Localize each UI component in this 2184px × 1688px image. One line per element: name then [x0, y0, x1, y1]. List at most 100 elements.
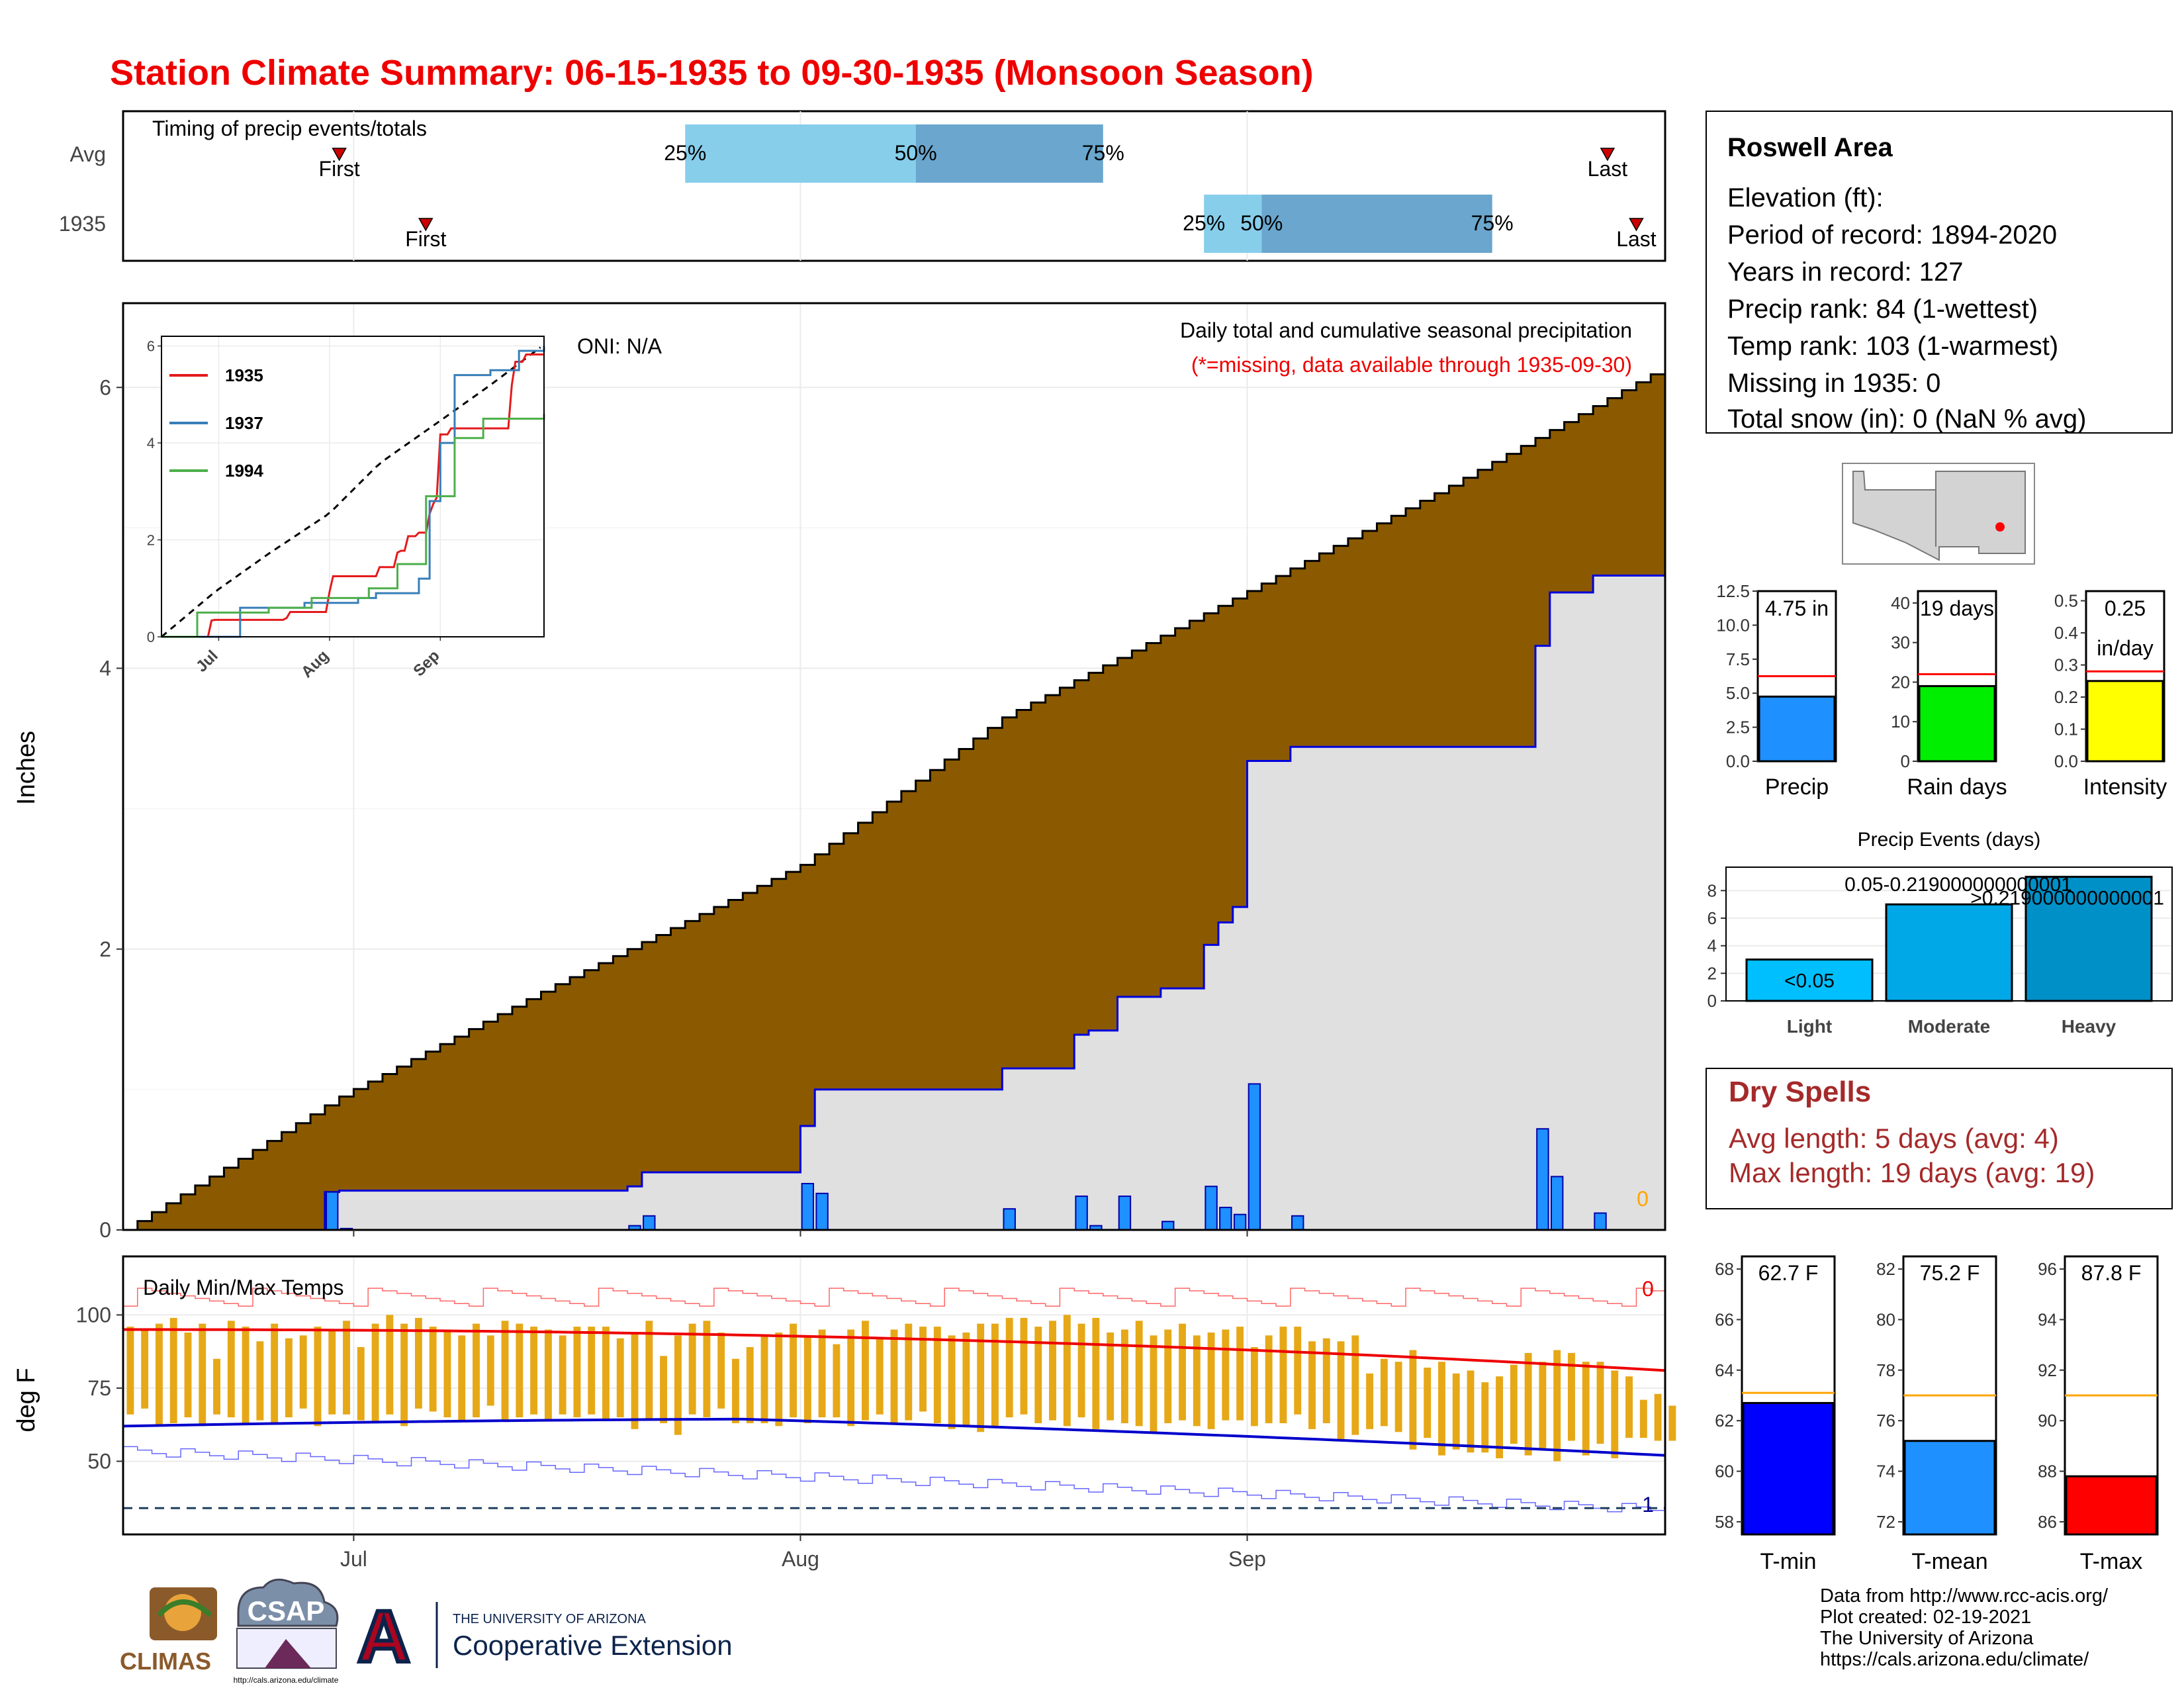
- summary-bars: 4.75 in 0.0 2.5 5.0 7.5 10.0 12.5 Precip 19 days…: [1716, 581, 2167, 800]
- daily-precip-bar: [1219, 1207, 1232, 1231]
- temp-bar-tick-label: 92: [2038, 1360, 2057, 1380]
- map-region: [1852, 471, 2026, 561]
- timing-row-label-year: 1935: [59, 212, 106, 236]
- summary-bar-tick-label: 0.5: [2054, 591, 2078, 611]
- temp-bar-label: T-min: [1760, 1549, 1817, 1574]
- daily-precip-bar: [1003, 1208, 1016, 1231]
- precip-events-bar-label: <0.05: [1784, 970, 1835, 992]
- temp-ytick-label: 50: [87, 1449, 111, 1473]
- oni-label: ONI: N/A: [577, 334, 662, 358]
- summary-bar-value: 4.75 in: [1765, 596, 1829, 620]
- temp-label: Daily Min/Max Temps: [143, 1276, 343, 1299]
- info-elevation: Elevation (ft):: [1727, 183, 1884, 212]
- info-snow: Total snow (in): 0 (NaN % avg): [1727, 404, 2086, 434]
- temp-bar-tick-label: 68: [1715, 1259, 1734, 1279]
- locator-map: [1842, 463, 2035, 565]
- footer-line-4: https://cals.arizona.edu/climate/: [1820, 1649, 2089, 1670]
- temp-bar-tick-label: 78: [1876, 1360, 1895, 1380]
- precip-panel: 0 2 4 6 Inches ONI: N/A Daily total and cum…: [13, 302, 1666, 1242]
- info-period: Period of record: 1894-2020: [1727, 220, 2057, 250]
- summary-bar-tick-label: 5.0: [1726, 683, 1750, 703]
- temp-bar-tick-label: 60: [1715, 1462, 1734, 1481]
- temp-bar-label: T-mean: [1911, 1549, 1987, 1574]
- ua-line1: THE UNIVERSITY OF ARIZONA: [453, 1612, 647, 1626]
- summary-bar-tick-label: 10.0: [1716, 615, 1750, 635]
- daily-precip-bar: [1291, 1215, 1304, 1231]
- precip-events-chart: Precip Events (days) 0 2 4 6 8 Light Moderate He…: [1707, 829, 2173, 1037]
- daily-precip-bar: [1075, 1196, 1088, 1231]
- temp-bar-tick-label: 74: [1876, 1462, 1895, 1481]
- timing-q75-label: 75%: [1471, 211, 1514, 235]
- inset-ytick-label: 6: [147, 338, 155, 355]
- summary-bar-tick-label: 10: [1891, 712, 1910, 731]
- summary-bar-value: 19 days: [1920, 596, 1994, 620]
- timing-q50-label: 50%: [895, 141, 937, 165]
- footer-line-3: The University of Arizona: [1820, 1628, 2034, 1649]
- timing-q75-label: 75%: [1082, 141, 1124, 165]
- temp-bar-tick-label: 96: [2038, 1259, 2057, 1279]
- summary-bar-tick-label: 2.5: [1726, 718, 1750, 737]
- temp-panel: 50 75 100 Jul Aug Sep deg F Daily Min/Max Te…: [13, 1255, 1676, 1571]
- summary-bar-fill: [1918, 684, 1996, 763]
- inset-ytick-label: 2: [147, 532, 155, 549]
- timing-first-marker: [418, 218, 433, 232]
- temp-xtick-label: Jul: [340, 1547, 367, 1571]
- timing-q50-label: 50%: [1240, 211, 1283, 235]
- temp-bar-tick-label: 76: [1876, 1411, 1895, 1430]
- precip-ytick-label: 2: [99, 937, 111, 961]
- precip-events-category: Moderate: [1908, 1016, 1990, 1037]
- avg-cumulative-area: [123, 366, 1665, 1230]
- avg-cumulative-line: [123, 366, 1666, 1231]
- csap-logo-text: CSAP: [248, 1595, 325, 1626]
- summary-bar-label: Rain days: [1907, 774, 2007, 800]
- timing-bar-q50-q75: [1261, 195, 1492, 253]
- daily-precip-bar: [1161, 1221, 1175, 1231]
- footer-line-1: Data from http://www.rcc-acis.org/: [1820, 1585, 2109, 1607]
- temp-bar-value: 62.7 F: [1758, 1261, 1819, 1285]
- precip-events-category: Light: [1787, 1016, 1832, 1037]
- dry-spells-avg: Avg length: 5 days (avg: 4): [1729, 1123, 2059, 1154]
- daily-precip-bar: [326, 1191, 339, 1231]
- csap-url: http://cals.arizona.edu/climate: [234, 1675, 339, 1685]
- temp-missing-bottom: 1: [1642, 1493, 1654, 1517]
- timing-q25-label: 25%: [664, 141, 706, 165]
- precip-events-title: Precip Events (days): [1858, 829, 2041, 851]
- precip-events-frame: [1725, 867, 2173, 1002]
- summary-bar-value: 0.25: [2105, 596, 2146, 620]
- temp-missing-top: 0: [1642, 1277, 1654, 1301]
- timing-last-marker: [1600, 148, 1615, 162]
- temp-bar-tick-label: 62: [1715, 1411, 1734, 1430]
- dry-spells-box: Dry Spells Avg length: 5 days (avg: 4) M…: [1706, 1068, 2173, 1209]
- ua-letter-logo: A: [357, 1596, 410, 1677]
- inset-line-1994: [161, 414, 545, 638]
- timing-row-label-avg: Avg: [69, 142, 106, 166]
- avg-max-temp-line: [123, 1328, 1666, 1372]
- csap-logo: CSAP http://cals.arizona.edu/climate: [234, 1578, 339, 1685]
- timing-panel: 25% 50% 75% First Last 25% 50% 75% First Last Tim…: [59, 110, 1666, 262]
- summary-bar-fill: [1758, 695, 1836, 763]
- summary-bar-tick-label: 0.4: [2054, 623, 2078, 643]
- dry-spells-title: Dry Spells: [1729, 1076, 1871, 1108]
- summary-bar-tick-label: 0.3: [2054, 655, 2078, 675]
- precip-events-tick-label: 8: [1707, 880, 1717, 900]
- station-info-box: Roswell Area Elevation (ft): Period of r…: [1706, 111, 2173, 434]
- summary-bar-value-unit: in/day: [2097, 636, 2153, 660]
- inset-legend-label: 1937: [225, 413, 263, 433]
- daily-precip-bar: [1536, 1128, 1549, 1231]
- precip-missing-count: 0: [1637, 1187, 1649, 1211]
- precip-events-bar-label: 0.05-0.219000000000001: [1844, 874, 2072, 896]
- daily-precip-bar: [1233, 1213, 1247, 1231]
- station-name: Roswell Area: [1727, 133, 1893, 162]
- info-years: Years in record: 127: [1727, 258, 1964, 287]
- summary-bar-tick-label: 20: [1891, 672, 1910, 692]
- daily-precip-bar: [801, 1183, 815, 1231]
- temp-summary-bars: 62.7 F 58 60 62 64 66 68 T-min 75.2 F 72 74 76 78 80 8…: [1715, 1255, 2159, 1574]
- inset-avg-line: [161, 346, 541, 638]
- timing-bar-q25-q50: [1204, 195, 1262, 253]
- temp-ytick-label: 75: [87, 1376, 111, 1400]
- timing-first-label: First: [405, 227, 446, 251]
- summary-bar-tick-label: 7.5: [1726, 649, 1750, 669]
- inset-legend-label: 1994: [225, 461, 263, 481]
- temp-bar-tick-label: 58: [1715, 1512, 1734, 1532]
